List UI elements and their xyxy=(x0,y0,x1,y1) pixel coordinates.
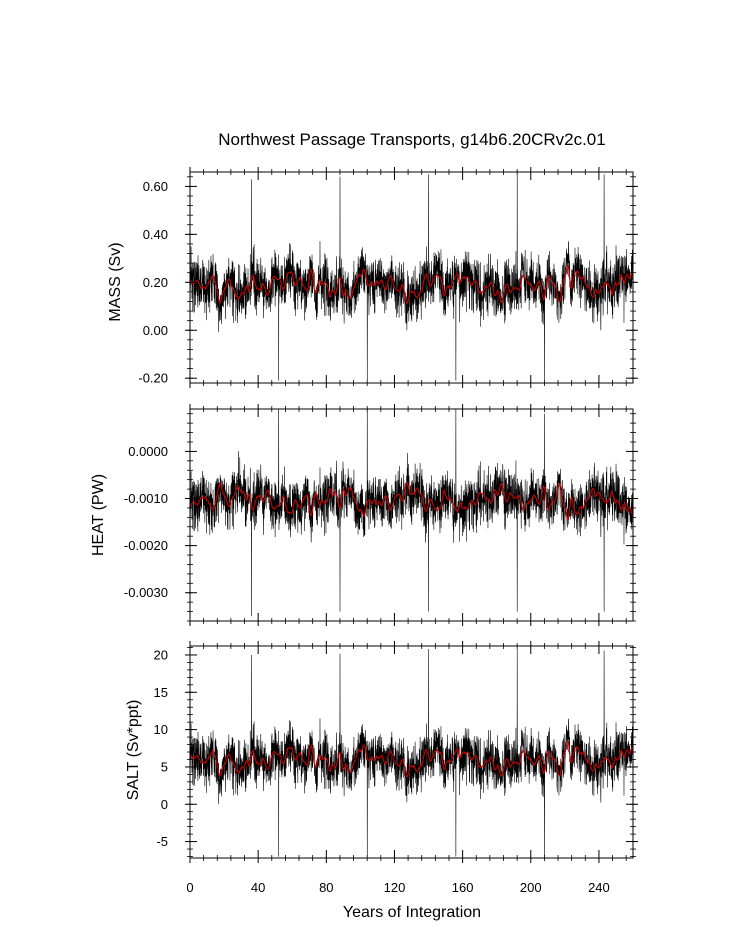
x-tick-label: 80 xyxy=(319,880,333,895)
plot-frame xyxy=(189,408,634,622)
heat-plot-area: -0.0030 -0.0020 -0.0010 0.0000 xyxy=(124,404,638,626)
monthly-series-line xyxy=(190,409,633,617)
y-tick-label: 0 xyxy=(161,797,168,812)
mass-plot-area: -0.20 0.00 0.20 0.40 0.60 xyxy=(138,167,638,388)
heat-panel: HEAT (PW) -0.0030 -0.0020 -0.0010 0.0000 xyxy=(90,404,638,626)
salt-plot-area: -5 0 5 10 15 20 xyxy=(154,641,638,863)
y-tick-label: 0.40 xyxy=(143,227,168,242)
y-tick-label: 10 xyxy=(154,722,168,737)
y-tick-label: 20 xyxy=(154,647,168,662)
y-tick-label: -0.20 xyxy=(138,371,168,386)
y-tick-label: 0.20 xyxy=(143,275,168,290)
x-tick-labels: 0 40 80 120 160 200 240 xyxy=(186,880,609,895)
y-tick-label: 5 xyxy=(161,759,168,774)
x-tick-label: 200 xyxy=(520,880,542,895)
y-tick-label: -0.0020 xyxy=(124,538,168,553)
salt-y-label: SALT (Sv*ppt) xyxy=(125,700,142,801)
y-tick-label: -5 xyxy=(156,834,168,849)
x-tick-label: 40 xyxy=(251,880,265,895)
mass-y-label: MASS (Sv) xyxy=(107,242,124,321)
annual-series-line xyxy=(190,264,633,304)
y-tick-label: 0.0000 xyxy=(128,444,168,459)
salt-panel: SALT (Sv*ppt) -5 0 5 10 15 20 xyxy=(125,641,638,863)
monthly-series-line xyxy=(190,174,633,381)
x-tick-label: 240 xyxy=(588,880,610,895)
heat-y-label: HEAT (PW) xyxy=(90,474,107,556)
x-axis-label: Years of Integration xyxy=(343,904,481,921)
y-tick-label: 15 xyxy=(154,685,168,700)
monthly-series-line xyxy=(190,648,633,857)
x-tick-label: 120 xyxy=(384,880,406,895)
annual-series-line xyxy=(190,740,633,778)
x-tick-label: 0 xyxy=(186,880,193,895)
x-tick-label: 160 xyxy=(452,880,474,895)
y-tick-label: 0.60 xyxy=(143,179,168,194)
y-tick-label: -0.0010 xyxy=(124,491,168,506)
plot-frame xyxy=(189,171,634,384)
y-tick-label: 0.00 xyxy=(143,323,168,338)
mass-panel: MASS (Sv) -0.20 0.00 0.20 0.40 0.60 xyxy=(107,167,638,388)
figure-title: Northwest Passage Transports, g14b6.20CR… xyxy=(218,130,605,149)
annual-series-line xyxy=(190,482,633,521)
y-tick-label: -0.0030 xyxy=(124,585,168,600)
